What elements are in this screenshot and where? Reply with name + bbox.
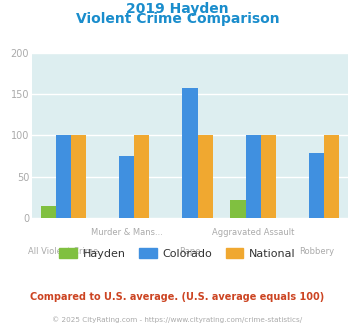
Bar (309, 152, 324, 218)
Text: Violent Crime Comparison: Violent Crime Comparison (76, 12, 279, 25)
Bar (119, 156, 134, 218)
Bar (41, 206, 56, 218)
Bar (324, 135, 339, 218)
Text: Rape: Rape (179, 248, 201, 256)
Text: © 2025 CityRating.com - https://www.cityrating.com/crime-statistics/: © 2025 CityRating.com - https://www.city… (53, 316, 302, 323)
Text: Compared to U.S. average. (U.S. average equals 100): Compared to U.S. average. (U.S. average … (31, 292, 324, 302)
Bar (246, 135, 261, 218)
Text: Robbery: Robbery (299, 248, 334, 256)
Text: Aggravated Assault: Aggravated Assault (212, 228, 294, 237)
Text: Murder & Mans...: Murder & Mans... (91, 228, 163, 237)
Text: All Violent Crime: All Violent Crime (28, 248, 99, 256)
Bar (197, 135, 213, 218)
Bar (182, 88, 197, 218)
Text: 2019 Hayden: 2019 Hayden (126, 2, 229, 16)
Bar (230, 200, 246, 218)
Bar (134, 135, 149, 218)
Bar (56, 135, 71, 218)
Legend: Hayden, Colorado, National: Hayden, Colorado, National (55, 244, 300, 263)
Bar (71, 135, 86, 218)
Bar (261, 135, 276, 218)
